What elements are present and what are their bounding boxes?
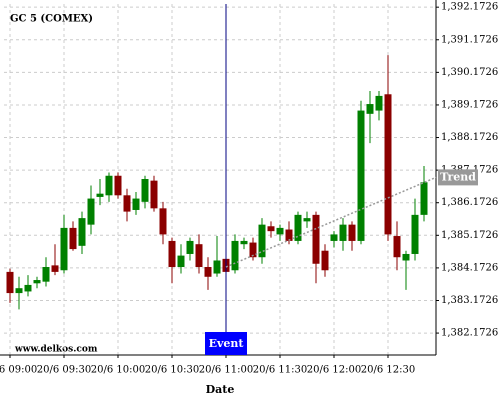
y-tick-label: 1,385.1726 [441,230,498,241]
y-tick-label: 1,383.1726 [441,295,498,306]
candle-body [411,214,419,254]
candle-body [393,236,401,258]
candle-body [303,218,311,222]
chart-title: GC 5 (COMEX) [10,14,93,25]
candle-body [294,214,302,241]
candle-body [87,198,95,225]
trend-label: Trend [440,170,476,183]
y-tick-label: 1,382.1726 [441,328,498,339]
candle-body [24,284,32,292]
x-tick-label: 20/6 09:00 [0,365,37,376]
candle-body [78,218,86,246]
trend-box [438,169,478,186]
candle-body [321,250,329,271]
source: www.delkos.com [14,345,98,355]
y-tick-label: 1,388.1726 [441,132,498,143]
y-tick-label: 1,390.1726 [441,67,498,78]
candle-body [249,242,257,258]
event-label: Event [209,337,245,350]
candle-body [150,180,158,209]
candle-body [6,271,14,294]
event-box [205,332,247,355]
candle-body [204,267,212,277]
candle-body [51,265,59,272]
candle-body [366,104,374,114]
x-axis-label: Date [206,383,235,396]
candle-body [42,267,50,282]
candle-body [285,229,293,241]
candle-body [114,175,122,196]
candle-body [420,182,428,215]
candle-body [141,179,149,202]
candle-body [186,240,194,254]
candle-body [339,224,347,241]
candle-body [357,110,365,241]
candle-body [105,175,113,196]
y-tick-label: 1,391.1726 [441,34,498,45]
candle-body [231,240,239,271]
y-tick-label: 1,392.1726 [441,2,498,13]
candle-body [375,95,383,111]
x-tick-label: 20/6 11:00 [199,365,253,376]
y-tick-label: 1,386.1726 [441,197,498,208]
candle-body [123,195,131,212]
x-tick-label: 20/6 10:00 [91,365,145,376]
candle-body [168,240,176,268]
candle-body [384,94,392,235]
candle-body [258,224,266,258]
candle-body [276,227,284,235]
x-tick-label: 20/6 10:30 [145,365,199,376]
candle-body [33,280,41,284]
candle-body [177,255,185,268]
y-tick-label: 1,389.1726 [441,99,498,110]
x-tick-label: 20/6 09:30 [37,365,91,376]
candle-body [15,288,23,294]
candle-body [132,198,140,210]
x-tick-label: 20/6 12:30 [361,365,415,376]
candle-body [195,244,203,268]
candle-body [240,240,248,245]
x-tick-label: 20/6 11:30 [253,365,307,376]
candle-body [330,234,338,241]
candle-body [69,227,77,250]
candle-body [60,227,68,271]
candle-body [348,224,356,241]
x-tick-label: 20/6 12:00 [307,365,361,376]
candle-body [213,260,221,274]
y-tick-label: 1,384.1726 [441,262,498,273]
candle-body [312,214,320,264]
candle-body [402,253,410,261]
candle-body [96,193,104,197]
candle-body [267,226,275,232]
candle-body [159,208,167,235]
